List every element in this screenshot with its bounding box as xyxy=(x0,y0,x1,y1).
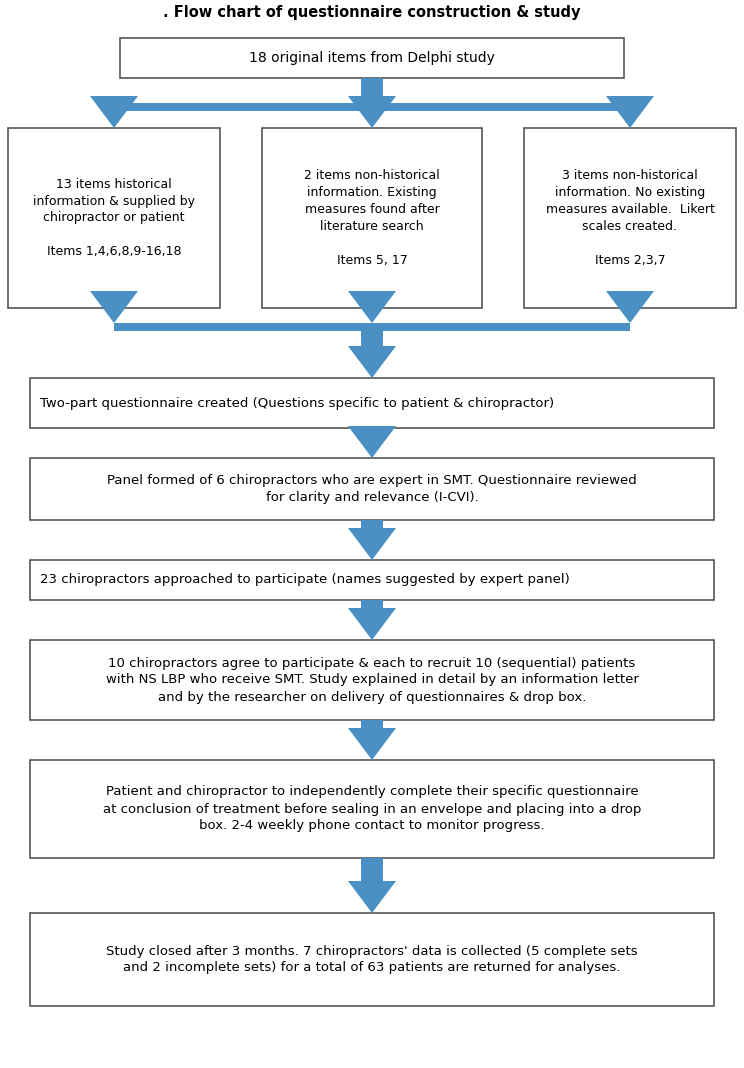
Polygon shape xyxy=(348,346,396,378)
Polygon shape xyxy=(361,426,383,428)
Polygon shape xyxy=(361,290,383,308)
Text: 18 original items from Delphi study: 18 original items from Delphi study xyxy=(249,51,495,65)
Text: 13 items historical
information & supplied by
chiropractor or patient

Items 1,4: 13 items historical information & suppli… xyxy=(33,177,195,258)
Text: 10 chiropractors agree to participate & each to recruit 10 (sequential) patients: 10 chiropractors agree to participate & … xyxy=(106,657,638,704)
Bar xyxy=(524,128,736,308)
Bar xyxy=(8,128,220,308)
Polygon shape xyxy=(361,96,383,111)
Bar xyxy=(262,128,482,308)
Text: Patient and chiropractor to independently complete their specific questionnaire
: Patient and chiropractor to independentl… xyxy=(103,785,641,832)
Text: 23 chiropractors approached to participate (names suggested by expert panel): 23 chiropractors approached to participa… xyxy=(40,574,570,586)
Polygon shape xyxy=(348,426,396,458)
Polygon shape xyxy=(606,290,654,323)
Polygon shape xyxy=(348,528,396,560)
Text: Study closed after 3 months. 7 chiropractors' data is collected (5 complete sets: Study closed after 3 months. 7 chiroprac… xyxy=(106,944,638,974)
Polygon shape xyxy=(361,858,383,881)
Polygon shape xyxy=(361,78,383,103)
Text: Panel formed of 6 chiropractors who are expert in SMT. Questionnaire reviewed
fo: Panel formed of 6 chiropractors who are … xyxy=(107,474,637,504)
Polygon shape xyxy=(348,728,396,760)
Bar xyxy=(120,38,624,78)
Bar xyxy=(30,913,714,1006)
Bar xyxy=(30,560,714,600)
Text: 3 items non-historical
information. No existing
measures available.  Likert
scal: 3 items non-historical information. No e… xyxy=(545,169,714,267)
Polygon shape xyxy=(361,600,383,608)
Polygon shape xyxy=(361,520,383,528)
Polygon shape xyxy=(348,608,396,640)
Polygon shape xyxy=(90,290,138,323)
Polygon shape xyxy=(606,96,654,128)
Text: 2 items non-historical
information. Existing
measures found after
literature sea: 2 items non-historical information. Exis… xyxy=(304,169,440,267)
Bar xyxy=(30,458,714,520)
Polygon shape xyxy=(619,290,641,308)
Polygon shape xyxy=(348,96,396,128)
Polygon shape xyxy=(361,331,383,346)
Polygon shape xyxy=(90,96,138,128)
Bar xyxy=(30,640,714,720)
Polygon shape xyxy=(114,323,630,331)
Polygon shape xyxy=(361,720,383,728)
Polygon shape xyxy=(348,290,396,323)
Bar xyxy=(30,760,714,858)
Polygon shape xyxy=(619,96,641,111)
Text: Two-part questionnaire created (Questions specific to patient & chiropractor): Two-part questionnaire created (Question… xyxy=(40,396,554,409)
Polygon shape xyxy=(103,96,125,111)
Bar xyxy=(30,378,714,428)
Polygon shape xyxy=(114,103,630,111)
Text: . Flow chart of questionnaire construction & study: . Flow chart of questionnaire constructi… xyxy=(163,5,581,20)
Polygon shape xyxy=(103,290,125,308)
Polygon shape xyxy=(348,881,396,913)
